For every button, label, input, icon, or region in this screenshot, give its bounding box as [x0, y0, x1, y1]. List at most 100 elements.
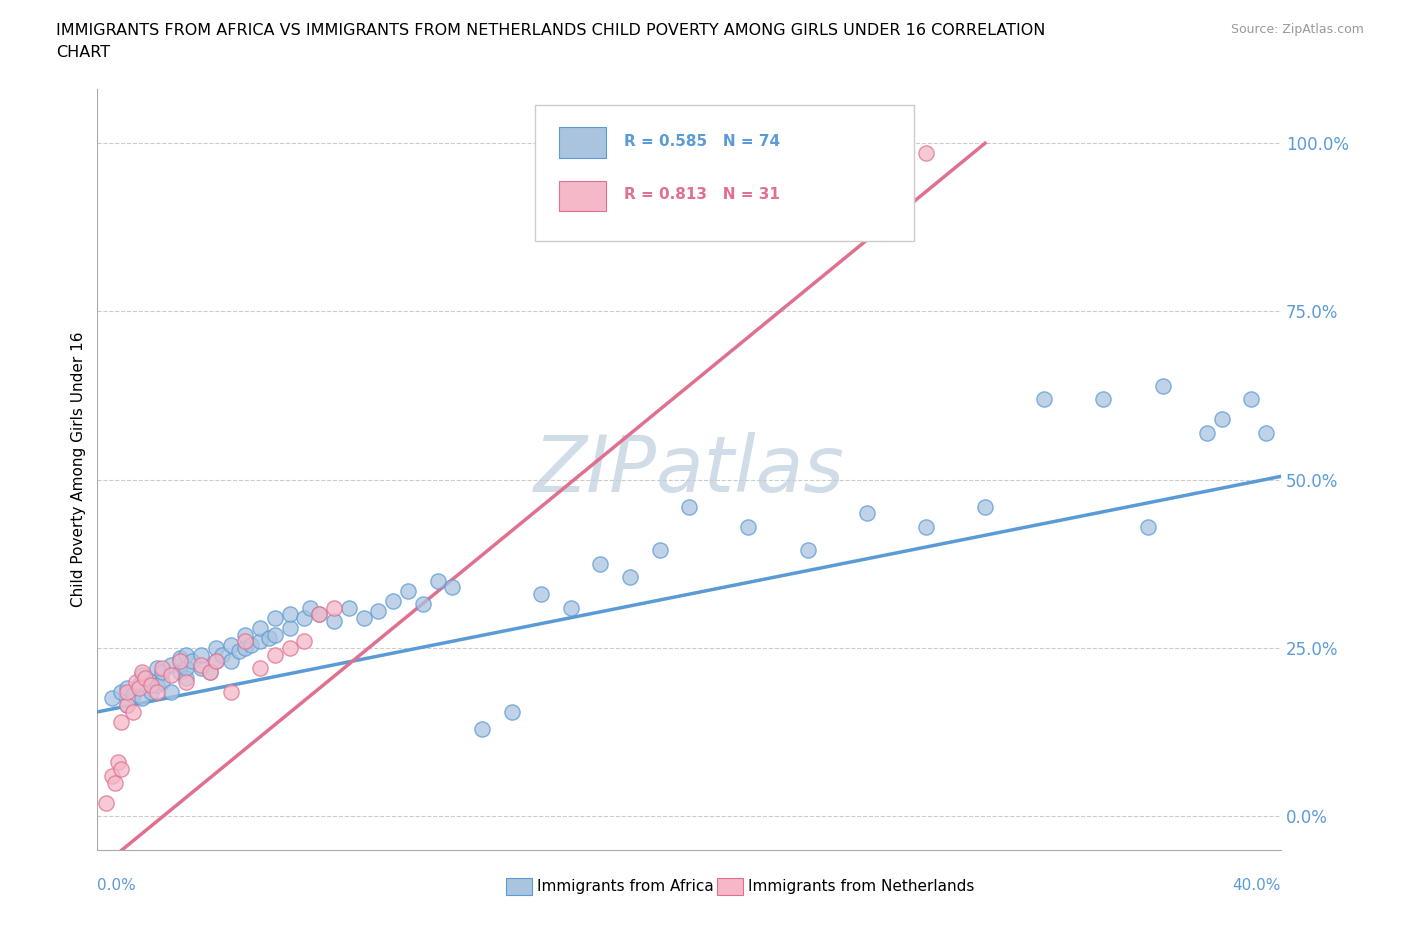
- Point: [160, 684, 183, 699]
- Point: [174, 660, 197, 675]
- Point: [115, 698, 138, 712]
- Point: [190, 660, 212, 675]
- Point: [169, 654, 191, 669]
- Point: [412, 597, 434, 612]
- Point: [240, 637, 263, 652]
- Point: [139, 678, 162, 693]
- Point: [204, 654, 226, 669]
- Point: [530, 587, 553, 602]
- Point: [110, 762, 132, 777]
- Point: [228, 644, 250, 658]
- Text: ZIPatlas: ZIPatlas: [534, 432, 845, 508]
- Point: [110, 684, 132, 699]
- Point: [249, 620, 271, 635]
- Point: [264, 610, 287, 625]
- Point: [174, 674, 197, 689]
- Point: [323, 600, 346, 615]
- Point: [204, 654, 226, 669]
- Point: [796, 543, 818, 558]
- Point: [1136, 520, 1159, 535]
- Point: [152, 674, 174, 689]
- Point: [294, 610, 316, 625]
- Text: Immigrants from Africa: Immigrants from Africa: [537, 879, 714, 894]
- Text: R = 0.813   N = 31: R = 0.813 N = 31: [624, 187, 780, 202]
- Point: [294, 634, 316, 649]
- Point: [974, 499, 997, 514]
- Point: [96, 795, 118, 810]
- Point: [160, 658, 183, 672]
- Point: [139, 684, 162, 699]
- FancyBboxPatch shape: [536, 104, 914, 242]
- Point: [121, 687, 143, 702]
- Point: [198, 664, 221, 679]
- Point: [233, 641, 256, 656]
- Text: Immigrants from Netherlands: Immigrants from Netherlands: [748, 879, 974, 894]
- Point: [278, 607, 301, 622]
- Point: [249, 660, 271, 675]
- Point: [145, 660, 167, 675]
- Point: [115, 698, 138, 712]
- Point: [219, 637, 242, 652]
- Point: [219, 684, 242, 699]
- Point: [131, 691, 153, 706]
- Point: [211, 647, 233, 662]
- Point: [198, 664, 221, 679]
- Text: Source: ZipAtlas.com: Source: ZipAtlas.com: [1230, 23, 1364, 36]
- Point: [190, 647, 212, 662]
- Text: IMMIGRANTS FROM AFRICA VS IMMIGRANTS FROM NETHERLANDS CHILD POVERTY AMONG GIRLS : IMMIGRANTS FROM AFRICA VS IMMIGRANTS FRO…: [56, 23, 1046, 38]
- Point: [323, 614, 346, 629]
- Point: [134, 671, 156, 685]
- Point: [174, 647, 197, 662]
- Point: [353, 610, 375, 625]
- Point: [204, 641, 226, 656]
- Y-axis label: Child Poverty Among Girls Under 16: Child Poverty Among Girls Under 16: [72, 332, 86, 607]
- Point: [648, 543, 671, 558]
- Point: [441, 580, 464, 595]
- Point: [174, 671, 197, 685]
- Point: [110, 714, 132, 729]
- Point: [169, 651, 191, 666]
- Point: [1033, 392, 1056, 406]
- Point: [152, 660, 174, 675]
- Point: [299, 600, 322, 615]
- Point: [257, 631, 280, 645]
- Point: [128, 678, 150, 693]
- Point: [115, 681, 138, 696]
- Bar: [560, 180, 606, 211]
- Point: [219, 654, 242, 669]
- Point: [426, 573, 449, 588]
- Point: [501, 705, 523, 720]
- Point: [278, 641, 301, 656]
- Point: [560, 600, 582, 615]
- Point: [1195, 425, 1218, 440]
- Point: [101, 768, 124, 783]
- Text: 0.0%: 0.0%: [97, 878, 136, 893]
- Point: [737, 520, 759, 535]
- Point: [160, 668, 183, 683]
- Point: [308, 607, 330, 622]
- Point: [145, 684, 167, 699]
- Point: [115, 684, 138, 699]
- Point: [264, 647, 287, 662]
- Text: CHART: CHART: [56, 45, 110, 60]
- Point: [278, 620, 301, 635]
- Point: [131, 668, 153, 683]
- Point: [367, 604, 389, 618]
- Point: [121, 705, 143, 720]
- Point: [1092, 392, 1115, 406]
- Point: [125, 674, 148, 689]
- Point: [589, 556, 612, 571]
- Point: [233, 634, 256, 649]
- Point: [233, 627, 256, 642]
- Point: [1152, 379, 1174, 393]
- Point: [249, 634, 271, 649]
- Point: [264, 627, 287, 642]
- Point: [128, 681, 150, 696]
- Point: [131, 664, 153, 679]
- Point: [107, 755, 129, 770]
- Point: [1211, 412, 1233, 427]
- Point: [139, 674, 162, 689]
- Point: [181, 654, 204, 669]
- Point: [915, 146, 938, 161]
- Point: [619, 570, 641, 585]
